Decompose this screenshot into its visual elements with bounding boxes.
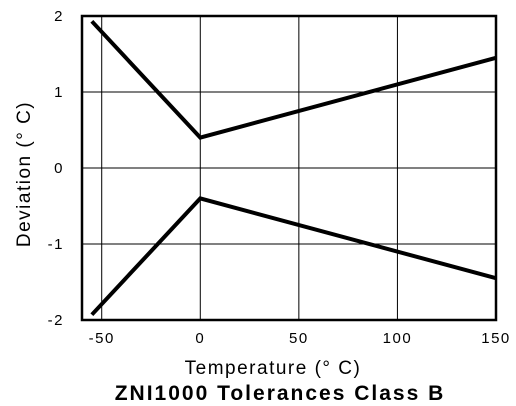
- plot-frame: [80, 14, 498, 322]
- grid-lines: [82, 15, 497, 321]
- y-tick-label: -1: [48, 236, 64, 253]
- y-tick-label: 2: [54, 8, 64, 25]
- y-tick-labels: -2 -1 0 1 2: [48, 8, 64, 329]
- x-axis-label: Temperature (° C): [185, 358, 362, 379]
- y-tick-label: 1: [54, 84, 64, 101]
- series-lines: [90, 19, 497, 317]
- y-tick-label: -2: [48, 312, 64, 329]
- series-line-1: [90, 19, 497, 140]
- y-tick-label: 0: [54, 160, 64, 177]
- chart-title: ZNI1000 Tolerances Class B: [115, 382, 446, 405]
- x-tick-label: 100: [383, 330, 413, 347]
- y-axis-label: Deviation (° C): [14, 101, 35, 247]
- x-tick-labels: -50 0 50 100 150: [89, 330, 511, 347]
- x-tick-label: 150: [481, 330, 511, 347]
- x-tick-label: 0: [195, 330, 205, 347]
- series-line-2: [90, 196, 497, 317]
- x-tick-label: -50: [89, 330, 115, 347]
- x-tick-label: 50: [289, 330, 309, 347]
